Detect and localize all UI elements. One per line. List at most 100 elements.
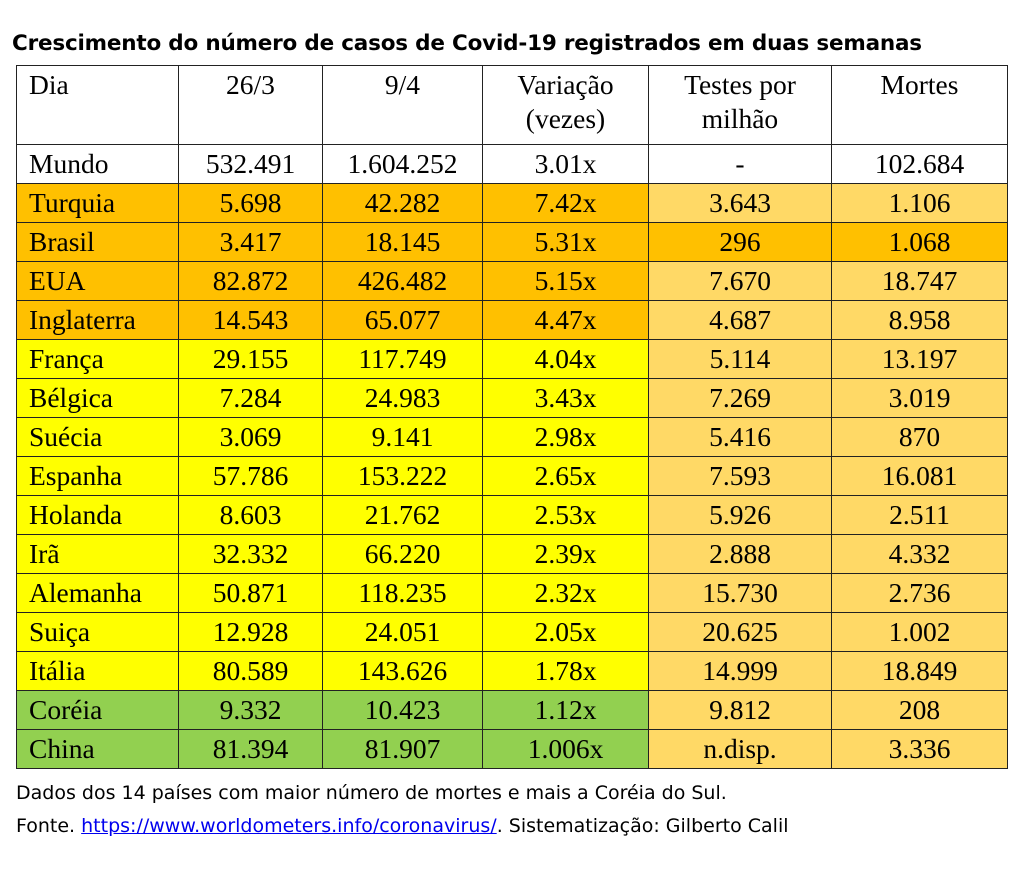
table-row: Espanha 57.786 153.222 2.65x 7.593 16.081 [16, 456, 1008, 496]
cell-26-3: 12.928 [178, 612, 323, 652]
cell-tests: 7.269 [648, 378, 832, 418]
cell-variation: 2.39x [482, 534, 649, 574]
cell-26-3: 29.155 [178, 339, 323, 379]
cell-9-4: 9.141 [322, 417, 483, 457]
cell-deaths: 3.019 [831, 378, 1008, 418]
cell-26-3: 7.284 [178, 378, 323, 418]
cell-9-4: 117.749 [322, 339, 483, 379]
cell-variation: 1.78x [482, 651, 649, 691]
table-row: China 81.394 81.907 1.006x n.disp. 3.336 [16, 729, 1008, 769]
cell-9-4: 24.051 [322, 612, 483, 652]
cell-tests: - [648, 144, 832, 184]
cell-country: China [16, 729, 179, 769]
cell-deaths: 8.958 [831, 300, 1008, 340]
table-row: Holanda 8.603 21.762 2.53x 5.926 2.511 [16, 495, 1008, 535]
cell-country: Espanha [16, 456, 179, 496]
footnote-data: Dados dos 14 países com maior número de … [16, 782, 727, 804]
cell-country: Coréia [16, 690, 179, 730]
cell-deaths: 13.197 [831, 339, 1008, 379]
cell-country: Turquia [16, 183, 179, 223]
cell-tests: 5.114 [648, 339, 832, 379]
table-row: EUA 82.872 426.482 5.15x 7.670 18.747 [16, 261, 1008, 301]
cell-9-4: 21.762 [322, 495, 483, 535]
cell-variation: 4.47x [482, 300, 649, 340]
table-row: Alemanha 50.871 118.235 2.32x 15.730 2.736 [16, 573, 1008, 613]
cell-9-4: 1.604.252 [322, 144, 483, 184]
cell-tests: 20.625 [648, 612, 832, 652]
table-row: Bélgica 7.284 24.983 3.43x 7.269 3.019 [16, 378, 1008, 418]
cell-9-4: 81.907 [322, 729, 483, 769]
cell-deaths: 2.736 [831, 573, 1008, 613]
footnote-source: Fonte. https://www.worldometers.info/cor… [16, 815, 789, 837]
table-row: Irã 32.332 66.220 2.39x 2.888 4.332 [16, 534, 1008, 574]
cell-deaths: 3.336 [831, 729, 1008, 769]
cell-variation: 4.04x [482, 339, 649, 379]
cell-variation: 1.12x [482, 690, 649, 730]
cell-26-3: 5.698 [178, 183, 323, 223]
cell-variation: 3.43x [482, 378, 649, 418]
cell-country: Irã [16, 534, 179, 574]
cell-deaths: 18.849 [831, 651, 1008, 691]
cell-9-4: 42.282 [322, 183, 483, 223]
cell-variation: 2.65x [482, 456, 649, 496]
cell-26-3: 14.543 [178, 300, 323, 340]
cell-country: EUA [16, 261, 179, 301]
cell-26-3: 8.603 [178, 495, 323, 535]
cell-tests: 7.593 [648, 456, 832, 496]
cell-9-4: 65.077 [322, 300, 483, 340]
cell-deaths: 16.081 [831, 456, 1008, 496]
cell-tests: 5.416 [648, 417, 832, 457]
cell-deaths: 102.684 [831, 144, 1008, 184]
table-row: Turquia 5.698 42.282 7.42x 3.643 1.106 [16, 183, 1008, 223]
cell-9-4: 118.235 [322, 573, 483, 613]
source-prefix: Fonte. [16, 815, 82, 837]
cell-9-4: 24.983 [322, 378, 483, 418]
cell-country: Inglaterra [16, 300, 179, 340]
cell-26-3: 532.491 [178, 144, 323, 184]
cell-deaths: 870 [831, 417, 1008, 457]
cell-variation: 2.05x [482, 612, 649, 652]
header-mortes: Mortes [831, 65, 1008, 145]
cell-tests: 14.999 [648, 651, 832, 691]
table-body: Mundo 532.491 1.604.252 3.01x -102.684 Turqui… [16, 144, 1008, 769]
table-row: Suécia 3.069 9.141 2.98x 5.416 870 [16, 417, 1008, 457]
source-link[interactable]: https://www.worldometers.info/coronaviru… [81, 815, 497, 837]
table-row: Mundo 532.491 1.604.252 3.01x -102.684 [16, 144, 1008, 184]
source-suffix: . Sistematização: Gilberto Calil [496, 815, 789, 837]
cell-country: Suiça [16, 612, 179, 652]
table-row: Suiça 12.928 24.051 2.05x 20.625 1.002 [16, 612, 1008, 652]
covid-growth-table: Dia 26/3 9/4 Variação (vezes) Testes por… [16, 65, 1008, 769]
cell-tests: 7.670 [648, 261, 832, 301]
cell-variation: 1.006x [482, 729, 649, 769]
cell-country: Itália [16, 651, 179, 691]
cell-26-3: 32.332 [178, 534, 323, 574]
cell-country: Bélgica [16, 378, 179, 418]
cell-country: Holanda [16, 495, 179, 535]
cell-tests: 4.687 [648, 300, 832, 340]
cell-tests: 2.888 [648, 534, 832, 574]
cell-deaths: 208 [831, 690, 1008, 730]
header-26-3: 26/3 [178, 65, 323, 145]
cell-tests: 9.812 [648, 690, 832, 730]
cell-9-4: 66.220 [322, 534, 483, 574]
cell-variation: 5.15x [482, 261, 649, 301]
cell-tests: n.disp. [648, 729, 832, 769]
cell-9-4: 426.482 [322, 261, 483, 301]
cell-deaths: 1.002 [831, 612, 1008, 652]
cell-deaths: 1.106 [831, 183, 1008, 223]
cell-country: Alemanha [16, 573, 179, 613]
cell-26-3: 82.872 [178, 261, 323, 301]
cell-26-3: 57.786 [178, 456, 323, 496]
cell-9-4: 153.222 [322, 456, 483, 496]
cell-26-3: 50.871 [178, 573, 323, 613]
cell-variation: 2.98x [482, 417, 649, 457]
cell-26-3: 81.394 [178, 729, 323, 769]
cell-26-3: 3.069 [178, 417, 323, 457]
header-9-4: 9/4 [322, 65, 483, 145]
header-dia: Dia [16, 65, 179, 145]
cell-26-3: 9.332 [178, 690, 323, 730]
cell-country: Mundo [16, 144, 179, 184]
cell-deaths: 4.332 [831, 534, 1008, 574]
table-row: Inglaterra 14.543 65.077 4.47x 4.687 8.958 [16, 300, 1008, 340]
cell-variation: 3.01x [482, 144, 649, 184]
